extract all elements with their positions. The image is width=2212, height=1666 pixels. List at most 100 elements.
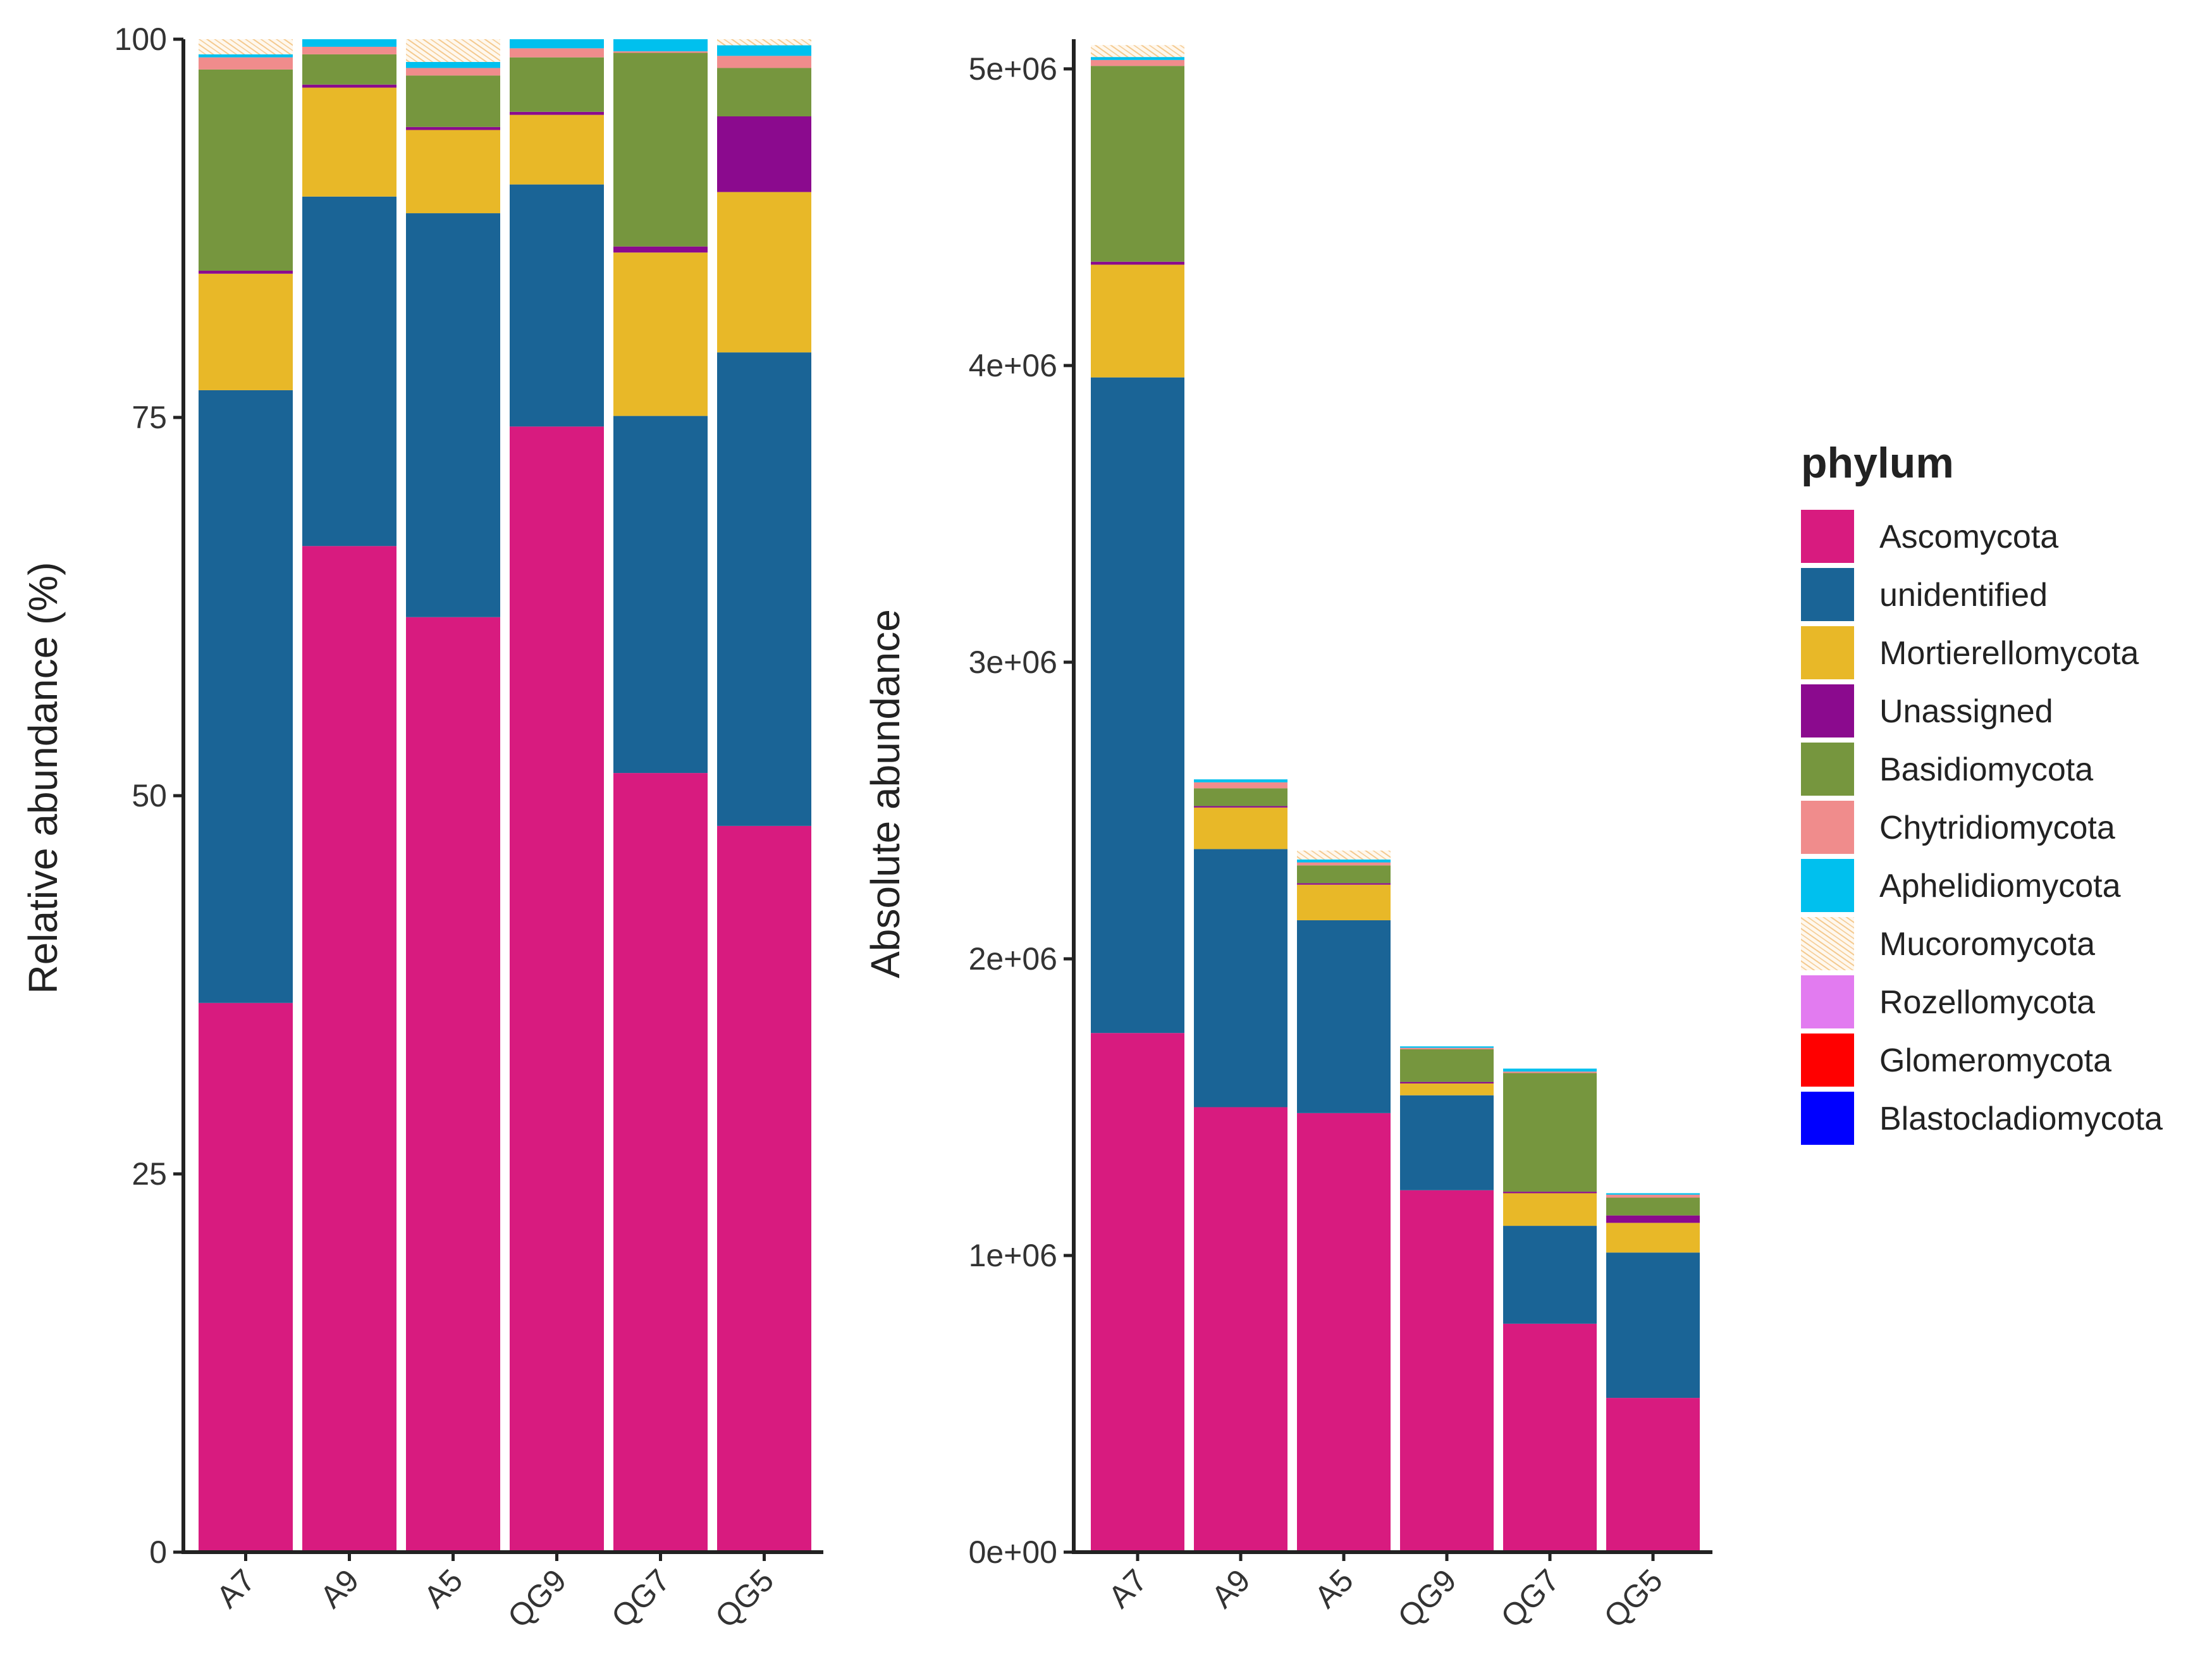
right-segment-a9-mortierellomycota bbox=[1194, 807, 1287, 849]
right-segment-a9-basidiomycota bbox=[1194, 788, 1287, 806]
legend-item-mucoromycota: Mucoromycota bbox=[1801, 917, 2095, 970]
left-bars bbox=[199, 39, 811, 1552]
right-segment-qg9-ascomycota bbox=[1400, 1190, 1494, 1552]
right-bar-qg5 bbox=[1606, 1193, 1700, 1552]
left-segment-a7-ascomycota bbox=[199, 1003, 293, 1552]
left-segment-a7-unassigned bbox=[199, 270, 293, 274]
left-segment-a5-unidentified bbox=[406, 213, 500, 617]
left-segment-qg9-aphelidiomycota bbox=[510, 39, 604, 49]
right-bar-a7 bbox=[1091, 45, 1184, 1552]
left-x-tick-label: A5 bbox=[417, 1562, 469, 1615]
legend-label-unassigned: Unassigned bbox=[1879, 693, 2053, 730]
right-segment-qg7-ascomycota bbox=[1503, 1323, 1597, 1552]
left-y-tick-label: 100 bbox=[114, 22, 167, 57]
legend-title: phylum bbox=[1801, 439, 1954, 487]
right-segment-qg7-basidiomycota bbox=[1503, 1073, 1597, 1192]
left-bar-a7 bbox=[199, 39, 293, 1552]
left-y-tick-label: 25 bbox=[132, 1156, 167, 1192]
left-segment-qg7-mortierellomycota bbox=[613, 252, 708, 416]
right-segment-qg5-ascomycota bbox=[1606, 1398, 1700, 1552]
legend-item-unidentified: unidentified bbox=[1801, 568, 2048, 621]
left-segment-qg5-mucoromycota bbox=[717, 39, 811, 46]
legend: phylum Ascomycota unidentified Mortierello… bbox=[1801, 439, 2163, 1145]
absolute-abundance-panel: Absolute abundance 0e+00 1e+06 2e+06 3e+06 4… bbox=[863, 39, 1712, 1634]
left-y-ticks: 0 25 50 75 100 bbox=[114, 22, 183, 1570]
legend-key-mortierellomycota bbox=[1801, 626, 1854, 679]
legend-label-mucoromycota: Mucoromycota bbox=[1879, 926, 2095, 963]
right-x-tick-label: QG7 bbox=[1494, 1562, 1566, 1634]
right-segment-a7-unassigned bbox=[1091, 261, 1184, 265]
left-segment-qg5-unidentified bbox=[717, 352, 811, 826]
right-segment-a7-mucoromycota bbox=[1091, 45, 1184, 58]
left-segment-qg9-chytridiomycota bbox=[510, 48, 604, 58]
left-segment-qg7-aphelidiomycota bbox=[613, 39, 708, 52]
right-x-ticks: A7 A9 A5 QG9 QG7 QG5 bbox=[1102, 1552, 1669, 1634]
legend-item-basidiomycota: Basidiomycota bbox=[1801, 743, 2093, 796]
right-segment-a5-aphelidiomycota bbox=[1297, 859, 1391, 863]
legend-item-unassigned: Unassigned bbox=[1801, 684, 2053, 737]
left-segment-qg5-chytridiomycota bbox=[717, 56, 811, 68]
left-segment-qg7-ascomycota bbox=[613, 773, 708, 1552]
legend-item-rozellomycota: Rozellomycota bbox=[1801, 975, 2095, 1028]
right-segment-qg5-aphelidiomycota bbox=[1606, 1193, 1700, 1195]
right-y-ticks: 0e+00 1e+06 2e+06 3e+06 4e+06 5e+06 bbox=[969, 51, 1074, 1570]
left-segment-a7-basidiomycota bbox=[199, 69, 293, 271]
right-y-tick-label: 4e+06 bbox=[969, 348, 1057, 383]
left-x-tick-label: QG5 bbox=[708, 1562, 780, 1634]
right-segment-a7-aphelidiomycota bbox=[1091, 57, 1184, 60]
right-segment-a7-mortierellomycota bbox=[1091, 264, 1184, 378]
right-bar-qg9 bbox=[1400, 1046, 1494, 1552]
legend-item-blastocladiomycota: Blastocladiomycota bbox=[1801, 1092, 2163, 1145]
left-segment-qg5-basidiomycota bbox=[717, 68, 811, 116]
right-segment-a7-basidiomycota bbox=[1091, 66, 1184, 262]
left-segment-qg5-unassigned bbox=[717, 116, 811, 192]
left-segment-qg5-ascomycota bbox=[717, 825, 811, 1552]
legend-key-mucoromycota bbox=[1801, 917, 1854, 970]
left-segment-a7-mucoromycota bbox=[199, 39, 293, 54]
right-segment-qg9-basidiomycota bbox=[1400, 1049, 1494, 1082]
right-segment-a5-unassigned bbox=[1297, 883, 1391, 885]
left-segment-a5-basidiomycota bbox=[406, 75, 500, 127]
right-bars bbox=[1091, 45, 1700, 1552]
left-segment-qg7-chytridiomycota bbox=[613, 51, 708, 53]
left-segment-a9-ascomycota bbox=[302, 546, 396, 1552]
left-segment-qg5-aphelidiomycota bbox=[717, 45, 811, 56]
legend-item-glomeromycota: Glomeromycota bbox=[1801, 1034, 2111, 1087]
right-segment-qg9-unassigned bbox=[1400, 1082, 1494, 1083]
right-y-tick-label: 3e+06 bbox=[969, 645, 1057, 680]
left-segment-qg9-unidentified bbox=[510, 184, 604, 427]
right-segment-a7-unidentified bbox=[1091, 377, 1184, 1034]
right-bar-a9 bbox=[1194, 779, 1287, 1552]
right-segment-qg5-basidiomycota bbox=[1606, 1197, 1700, 1216]
left-segment-qg9-basidiomycota bbox=[510, 57, 604, 112]
right-x-tick-label: QG9 bbox=[1391, 1562, 1463, 1634]
left-x-tick-label: QG7 bbox=[605, 1562, 677, 1634]
left-bar-qg5 bbox=[717, 39, 811, 1552]
left-segment-a7-unidentified bbox=[199, 390, 293, 1003]
legend-label-chytridiomycota: Chytridiomycota bbox=[1879, 810, 2115, 846]
legend-key-ascomycota bbox=[1801, 510, 1854, 563]
left-segment-a5-aphelidiomycota bbox=[406, 61, 500, 68]
right-segment-a5-mucoromycota bbox=[1297, 850, 1391, 860]
legend-label-glomeromycota: Glomeromycota bbox=[1879, 1042, 2111, 1079]
right-bar-a5 bbox=[1297, 850, 1391, 1552]
right-segment-qg7-mortierellomycota bbox=[1503, 1193, 1597, 1226]
left-segment-a9-aphelidiomycota bbox=[302, 39, 396, 47]
right-segment-a9-unidentified bbox=[1194, 849, 1287, 1108]
left-segment-qg9-ascomycota bbox=[510, 426, 604, 1552]
left-segment-a9-unassigned bbox=[302, 84, 396, 88]
left-segment-a7-mortierellomycota bbox=[199, 273, 293, 390]
right-bar-qg7 bbox=[1503, 1068, 1597, 1552]
legend-key-unidentified bbox=[1801, 568, 1854, 621]
left-segment-a9-mortierellomycota bbox=[302, 87, 396, 197]
left-segment-qg7-unassigned bbox=[613, 246, 708, 253]
right-segment-qg9-unidentified bbox=[1400, 1095, 1494, 1190]
right-segment-qg7-unassigned bbox=[1503, 1192, 1597, 1194]
right-segment-qg7-unidentified bbox=[1503, 1226, 1597, 1324]
left-segment-qg9-unassigned bbox=[510, 111, 604, 115]
legend-key-chytridiomycota bbox=[1801, 801, 1854, 854]
right-segment-a5-basidiomycota bbox=[1297, 865, 1391, 884]
right-segment-a7-ascomycota bbox=[1091, 1033, 1184, 1552]
left-segment-qg7-basidiomycota bbox=[613, 52, 708, 247]
